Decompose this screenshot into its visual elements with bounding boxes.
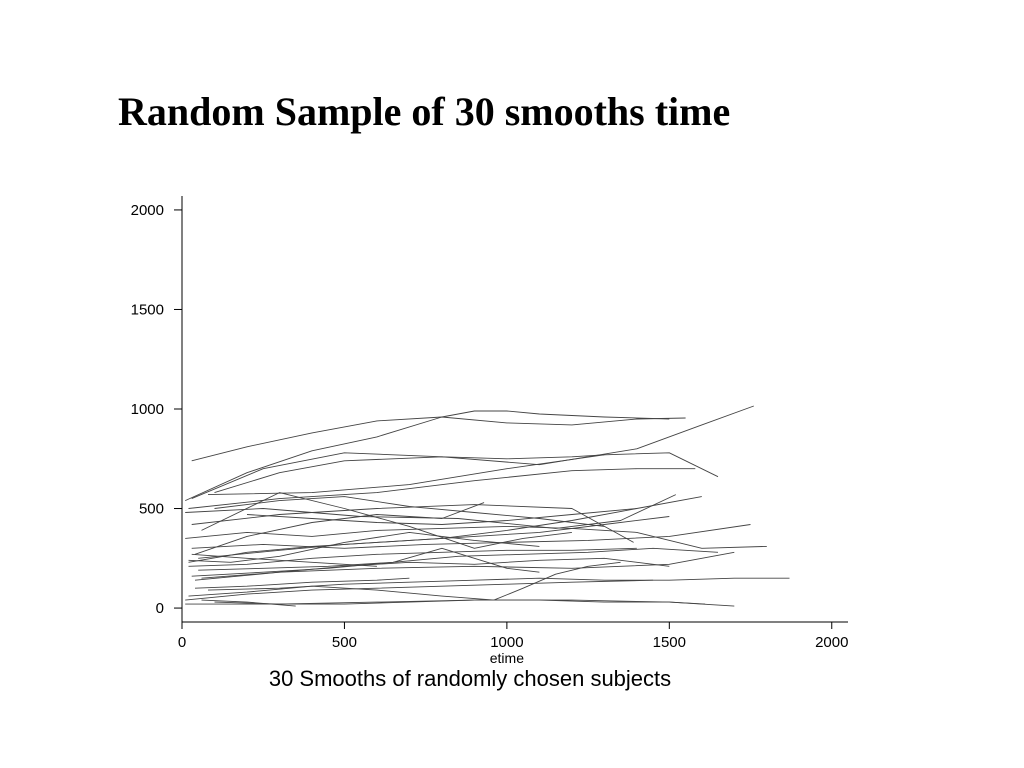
series-line-6 (188, 468, 696, 509)
series-line-18 (191, 547, 540, 577)
chart-caption: 30 Smooths of randomly chosen subjects (269, 666, 671, 691)
series-line-3 (191, 405, 754, 500)
series-line-17 (201, 557, 670, 579)
series-line-4 (214, 454, 605, 494)
y-tick-label: 1500 (131, 301, 164, 318)
x-tick-label: 1500 (653, 634, 686, 651)
series-line-9 (201, 492, 572, 549)
series-line-24 (201, 599, 296, 607)
series-line-28 (214, 496, 605, 527)
series-line-12 (198, 516, 670, 559)
series-line-10 (194, 502, 485, 555)
series-line-5 (207, 452, 719, 496)
x-tick-label: 2000 (815, 634, 848, 651)
x-tick-label: 500 (332, 634, 357, 651)
series-line-25 (194, 577, 410, 589)
x-tick-label: 0 (178, 634, 186, 651)
series-line-14 (191, 524, 751, 549)
series-line-29 (198, 547, 719, 571)
y-tick-label: 1000 (131, 401, 164, 418)
series-line-15 (188, 547, 637, 567)
series-line-30 (188, 531, 540, 563)
y-tick-label: 0 (156, 600, 164, 617)
series-line-2 (185, 410, 670, 502)
y-axis-ticks: 0 500 1000 1500 2000 (131, 202, 182, 617)
x-tick-label: 1000 (490, 634, 523, 651)
y-tick-label: 2000 (131, 202, 164, 219)
series-line-7 (191, 504, 634, 543)
series-line-23 (214, 599, 706, 605)
x-axis-title: etime (490, 650, 524, 666)
series-line-20 (185, 579, 654, 601)
series-line-21 (188, 561, 621, 601)
series-line-8 (185, 494, 676, 529)
slide-title: Random Sample of 30 smooths time (118, 89, 731, 134)
x-axis-ticks: 0 500 1000 1500 2000 (178, 622, 848, 651)
series-layer (185, 405, 790, 607)
series-line-13 (185, 525, 767, 549)
y-tick-label: 500 (139, 501, 164, 518)
series-line-27 (191, 553, 377, 567)
series-line-26 (246, 508, 637, 525)
